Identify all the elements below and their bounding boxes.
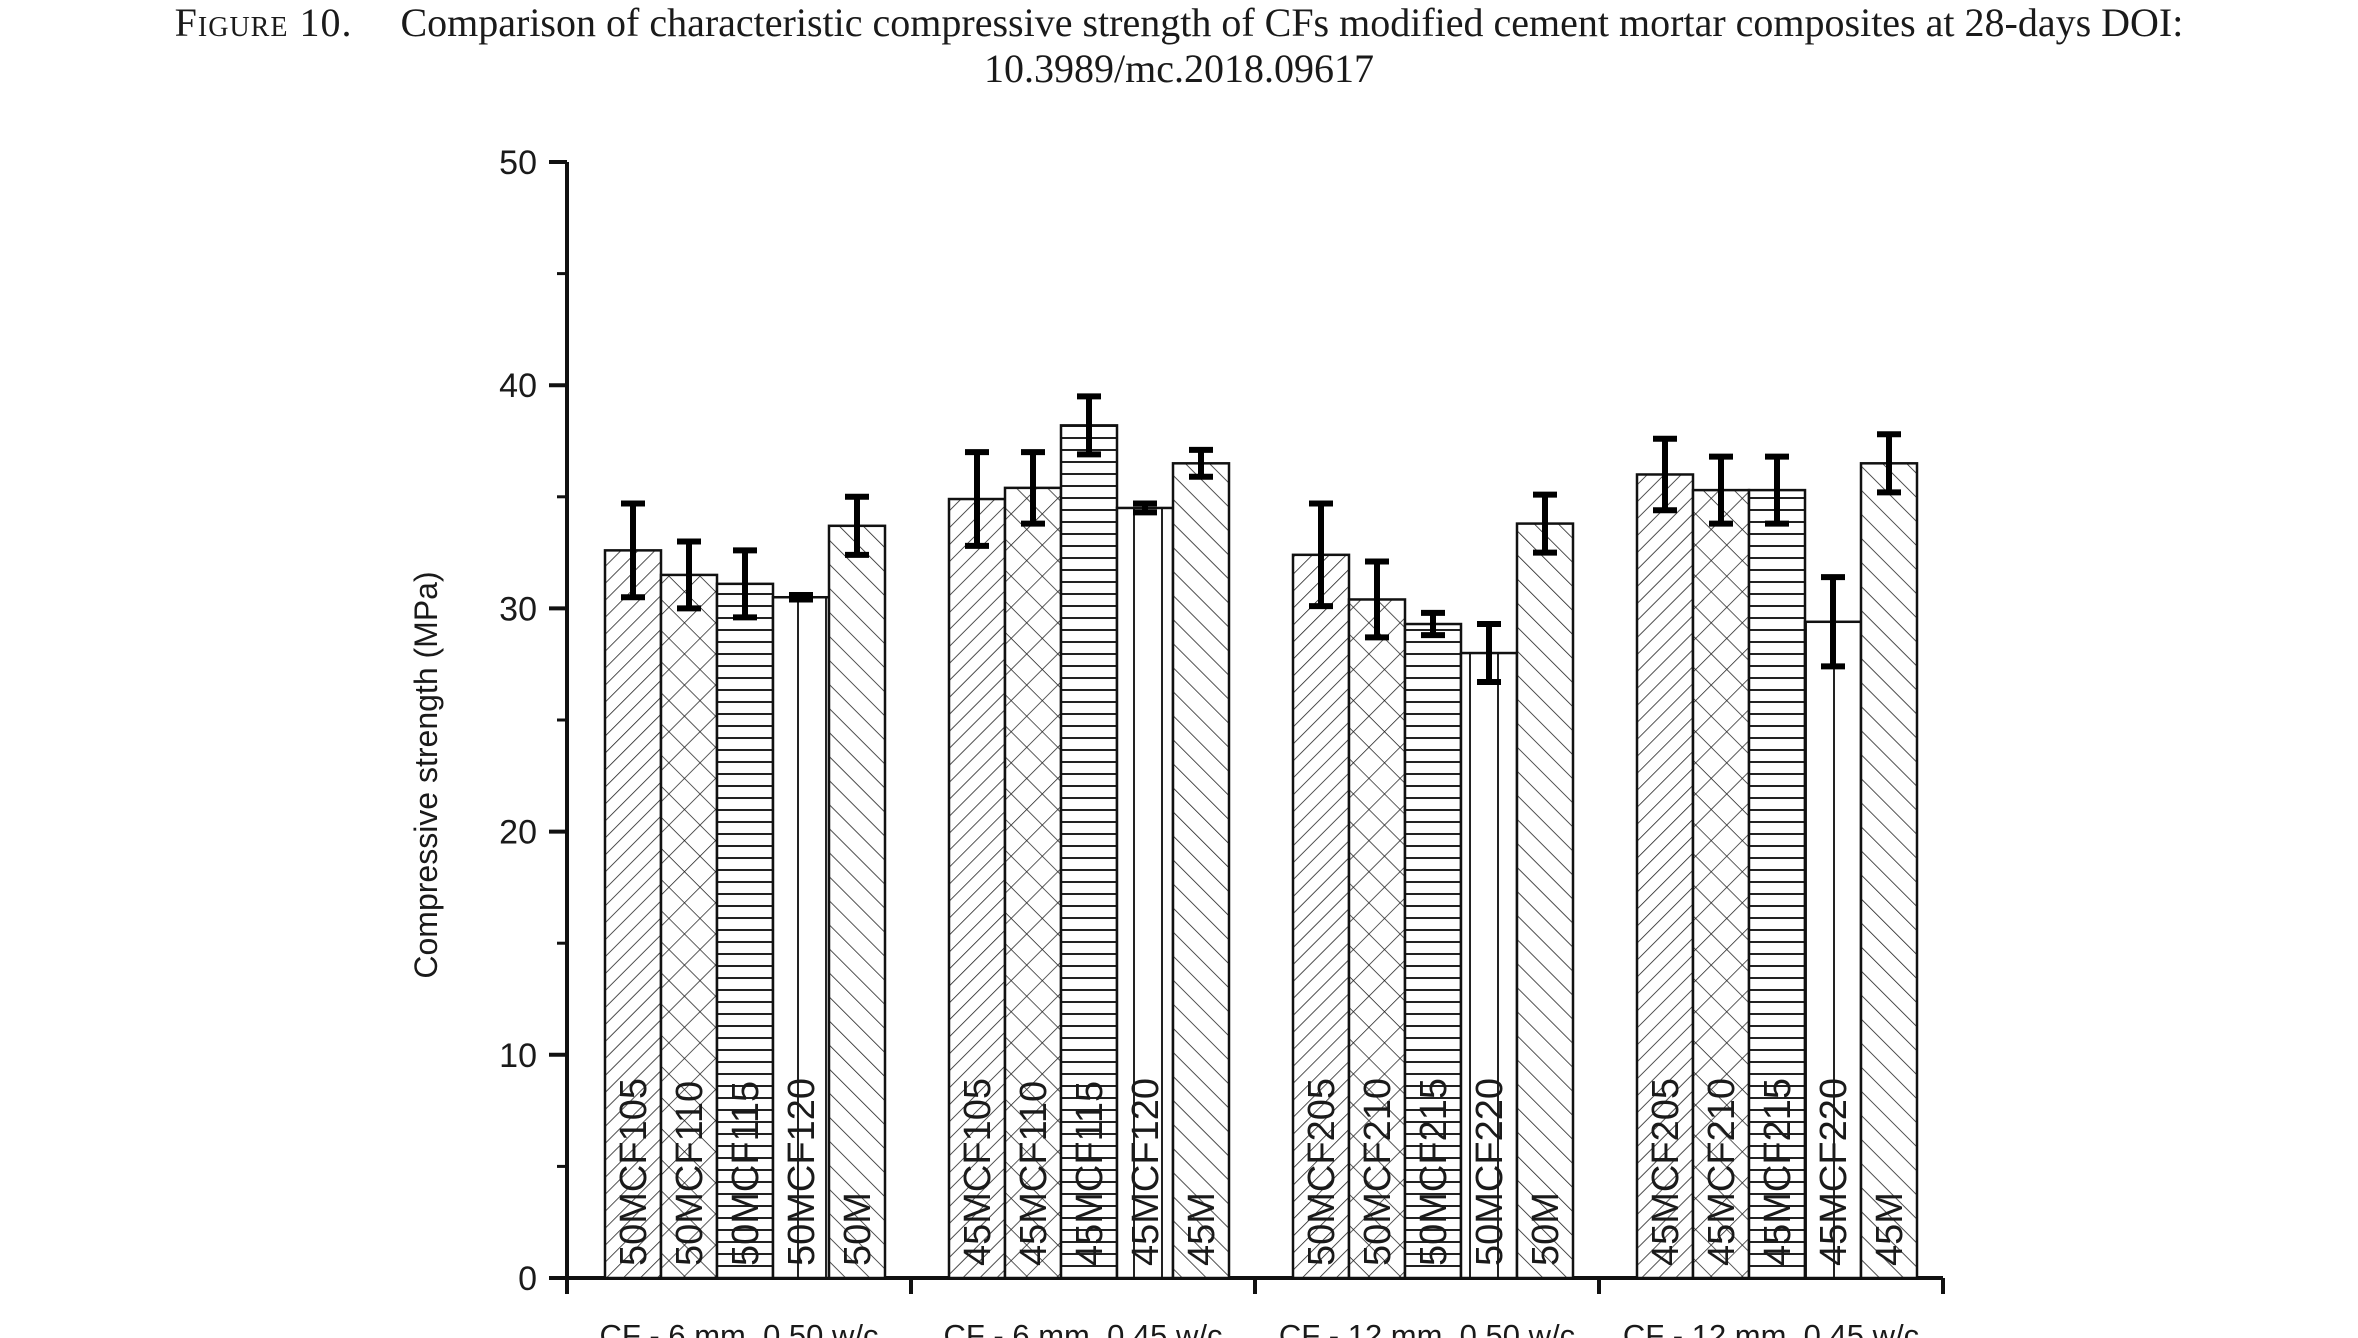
bar-label: 45MCF115 (1069, 1081, 1111, 1266)
bar (1803, 620, 1863, 1280)
bar-label: 50MCF215 (1413, 1078, 1455, 1266)
y-tick-label: 40 (499, 367, 537, 405)
error-bars (621, 393, 1901, 686)
bar-label: 45MCF215 (1757, 1078, 1799, 1266)
bar-label: 45MCF105 (957, 1078, 999, 1266)
x-group-label: CF - 6 mm, 0.50 w/c (599, 1318, 878, 1338)
x-group-label: CF - 12 mm, 0.50 w/c (1279, 1318, 1575, 1338)
bar (1059, 424, 1119, 1280)
bar (1003, 486, 1063, 1280)
figure-caption-text: Comparison of characteristic compressive… (400, 0, 2184, 45)
bar (1635, 473, 1695, 1280)
bar-label: 45MCF120 (1125, 1078, 1167, 1266)
bar-label: 50M (837, 1192, 879, 1266)
y-tick-label: 10 (499, 1037, 537, 1075)
bar-label: 45MCF210 (1701, 1078, 1743, 1266)
bar-label: 45MCF110 (1013, 1081, 1055, 1266)
x-group-label: CF - 6 mm, 0.45 w/c (943, 1318, 1222, 1338)
bar-label: 50MCF205 (1301, 1078, 1343, 1266)
bar-label: 50MCF105 (613, 1078, 655, 1266)
bar (1747, 488, 1807, 1280)
bar-label: 50M (1525, 1192, 1567, 1266)
y-tick-label: 0 (518, 1260, 537, 1298)
bar-labels: 50MCF105 50MCF110 50MCF115 50MCF120 50M 45MCF… (613, 1078, 1911, 1266)
figure-caption: Figure 10. Comparison of characteristic c… (0, 0, 2358, 92)
bar (1115, 506, 1175, 1280)
bars (603, 424, 1919, 1280)
figure-doi: 10.3989/mc.2018.09617 (984, 46, 1374, 91)
bar-label: 50MCF120 (781, 1078, 823, 1266)
bar (1171, 462, 1231, 1280)
bar (827, 524, 887, 1280)
bar-label: 45M (1181, 1192, 1223, 1266)
y-tick-label: 20 (499, 814, 537, 852)
bar (1515, 522, 1575, 1280)
bar-label: 45M (1869, 1192, 1911, 1266)
figure-label: Figure 10. (174, 0, 353, 45)
y-tick-label: 50 (499, 144, 537, 182)
x-group-label: CF - 12 mm, 0.45 w/c (1623, 1318, 1919, 1338)
y-axis-title: Compressive strength (MPa) (408, 571, 444, 978)
bar (1459, 651, 1519, 1280)
bar-label: 50MCF210 (1357, 1078, 1399, 1266)
bar-label: 50MCF220 (1469, 1078, 1511, 1266)
bar (771, 595, 831, 1280)
bar (659, 573, 719, 1280)
bar (947, 497, 1007, 1280)
bar-label: 45MCF220 (1813, 1078, 1855, 1266)
bar-label: 45MCF205 (1645, 1078, 1687, 1266)
y-tick-label: 30 (499, 590, 537, 628)
bar (1859, 462, 1919, 1280)
bar-label: 50MCF110 (669, 1081, 711, 1266)
bar (1291, 553, 1351, 1280)
bar-label: 50MCF115 (725, 1081, 767, 1266)
